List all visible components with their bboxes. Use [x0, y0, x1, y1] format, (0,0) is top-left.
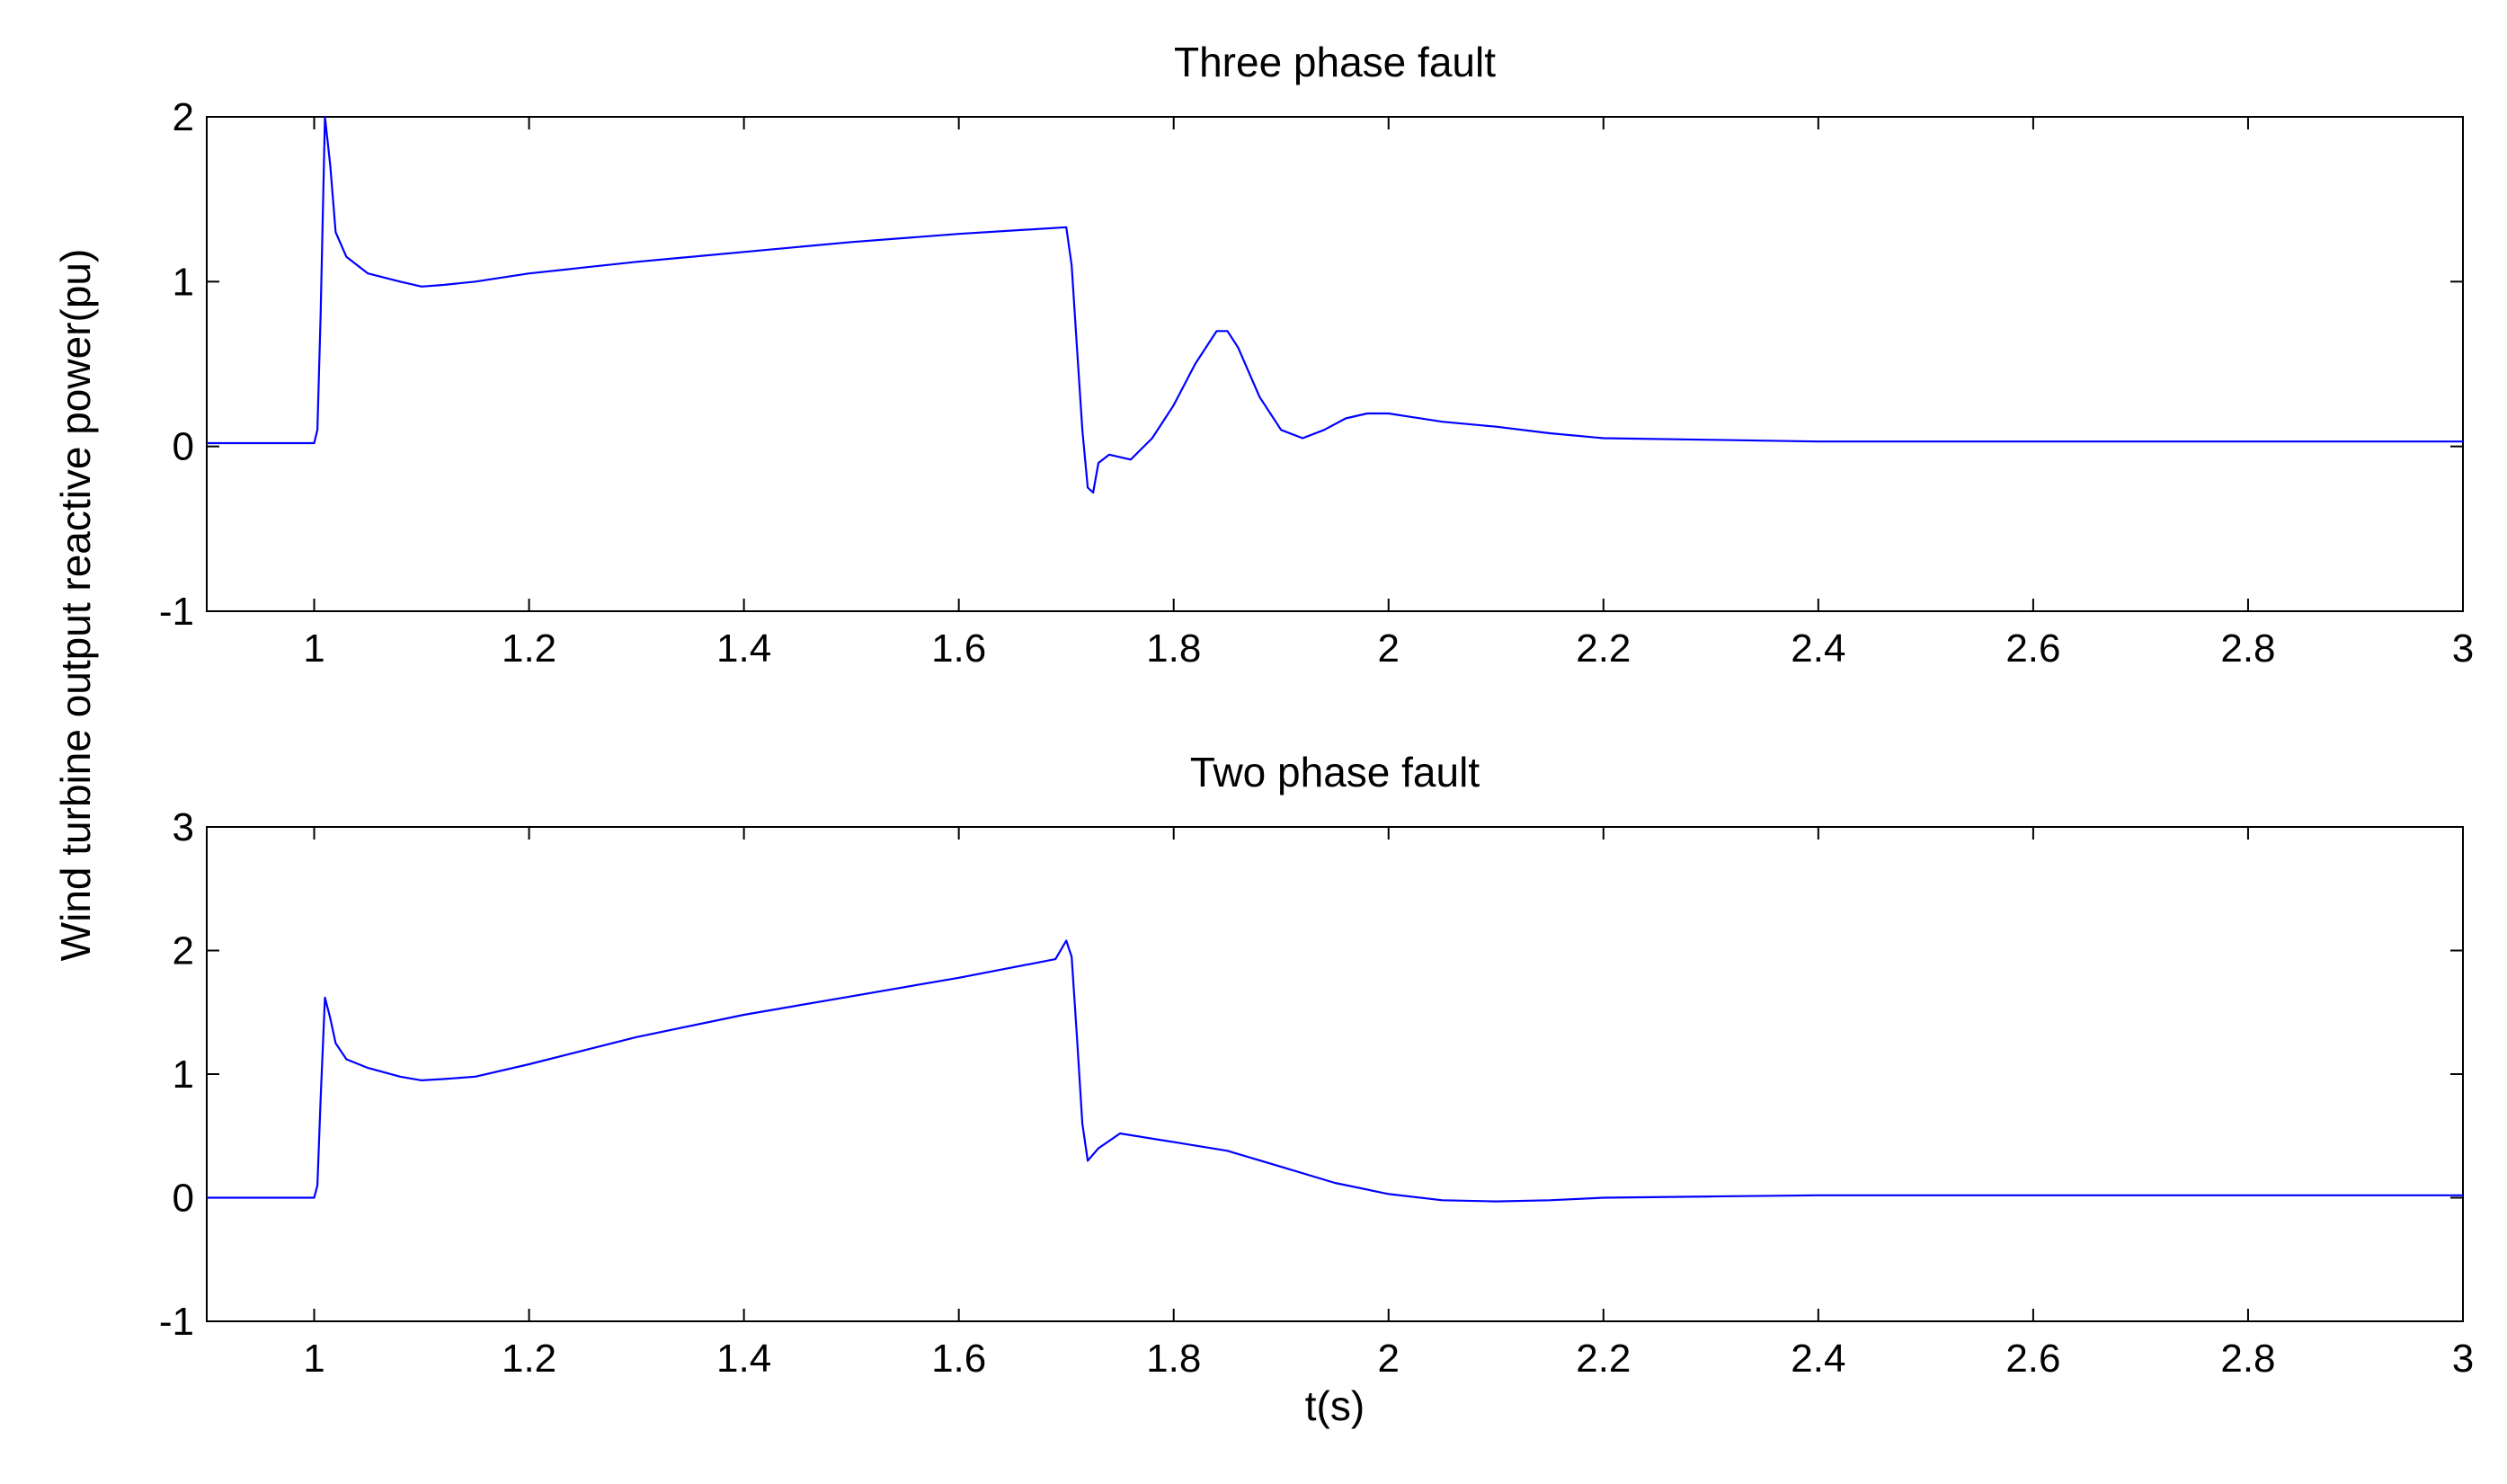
panel-three-phase-fault: Three phase fault 1 1.2 1.4 1.6 1.8 2 2.2 2.4 2.… — [159, 39, 2474, 671]
x-tick-label: 2.4 — [1791, 626, 1845, 671]
panel-title-three-phase: Three phase fault — [1174, 39, 1496, 85]
x-tick-label: 1 — [303, 626, 324, 671]
ticks-three-phase: 1 1.2 1.4 1.6 1.8 2 2.2 2.4 2.6 2.8 3 -1 0 1 2 — [159, 95, 2474, 671]
x-tick-label: 2.4 — [1791, 1337, 1845, 1381]
y-tick-label: 0 — [173, 1177, 194, 1221]
x-tick-label: 2.6 — [2005, 1337, 2060, 1381]
x-tick-label: 2 — [1378, 1337, 1400, 1381]
x-tick-label: 1.8 — [1146, 626, 1201, 671]
x-tick-label: 1.8 — [1146, 1337, 1201, 1381]
x-tick-label: 1 — [303, 1337, 324, 1381]
x-axis-label: t(s) — [1305, 1382, 1365, 1429]
x-tick-label: 1.2 — [502, 1337, 556, 1381]
x-tick-label: 2.8 — [2220, 626, 2275, 671]
x-tick-label: 2.8 — [2220, 1337, 2275, 1381]
x-tick-label: 1.4 — [716, 626, 771, 671]
x-tick-label: 3 — [2452, 1337, 2474, 1381]
y-tick-label: -1 — [159, 590, 194, 634]
x-tick-label: 2.2 — [1576, 1337, 1631, 1381]
x-tick-label: 1.6 — [931, 626, 986, 671]
y-tick-label: 1 — [173, 1053, 194, 1097]
y-tick-label: 1 — [173, 260, 194, 304]
y-tick-label: 3 — [173, 805, 194, 849]
x-tick-label: 3 — [2452, 626, 2474, 671]
axes-box-three-phase — [206, 116, 2464, 612]
x-tick-label: 2.2 — [1576, 626, 1631, 671]
x-tick-label: 1.6 — [931, 1337, 986, 1381]
y-tick-label: -1 — [159, 1300, 194, 1344]
x-tick-label: 2 — [1378, 626, 1400, 671]
x-tick-label: 2.6 — [2005, 626, 2060, 671]
panel-title-two-phase: Two phase fault — [1190, 749, 1480, 795]
series-line-two-phase — [207, 939, 2463, 1203]
series-line-three-phase — [207, 115, 2463, 494]
y-axis-label: Wind turbine output reactive power(pu) — [52, 249, 99, 962]
x-tick-label: 1.2 — [502, 626, 556, 671]
y-tick-label: 2 — [173, 929, 194, 973]
ticks-two-phase: 1 1.2 1.4 1.6 1.8 2 2.2 2.4 2.6 2.8 3 -1 0 1 2 3 — [159, 805, 2474, 1381]
y-tick-label: 2 — [173, 95, 194, 139]
axes-box-two-phase — [206, 826, 2464, 1322]
y-tick-label: 0 — [173, 425, 194, 469]
x-tick-label: 1.4 — [716, 1337, 771, 1381]
panel-two-phase-fault: Two phase fault 1 1.2 1.4 1.6 1.8 2 2.2 2.4 2.6 2… — [159, 749, 2474, 1381]
